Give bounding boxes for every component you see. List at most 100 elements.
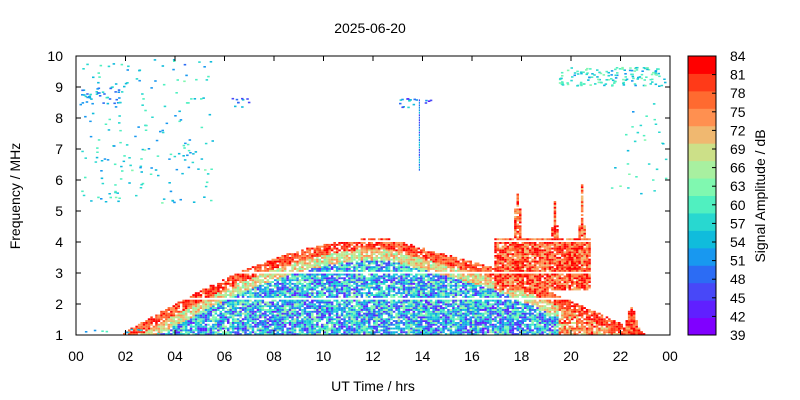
heatmap-cell — [397, 327, 401, 330]
heatmap-cell — [484, 275, 487, 278]
heatmap-cell — [429, 264, 433, 267]
heatmap-cell — [254, 279, 257, 282]
heatmap-cell — [457, 305, 460, 308]
heatmap-cell — [345, 247, 349, 250]
heatmap-cell — [345, 307, 349, 309]
heatmap-cell — [241, 294, 245, 296]
heatmap-cell — [266, 322, 270, 324]
heatmap-cell — [501, 288, 505, 291]
heatmap-cell — [400, 264, 403, 267]
heatmap-cell — [511, 281, 515, 283]
heatmap-cell — [276, 290, 279, 293]
heatmap-cell — [412, 292, 416, 295]
heatmap-cell — [499, 273, 502, 276]
heatmap-cell — [454, 310, 458, 313]
heatmap-cell — [184, 333, 188, 335]
heatmap-cell — [514, 284, 517, 287]
heatmap-cell — [377, 320, 381, 322]
heatmap-cell — [189, 322, 193, 324]
heatmap-cell — [514, 301, 517, 304]
heatmap-cell — [360, 255, 364, 257]
heatmap-cell — [377, 314, 381, 317]
heatmap-cell — [474, 323, 477, 326]
heatmap-cell — [382, 258, 386, 261]
heatmap-cell — [281, 277, 284, 280]
heatmap-cell — [303, 303, 307, 306]
heatmap-cell — [135, 331, 138, 334]
heatmap-cell — [338, 309, 341, 311]
heatmap-cell — [504, 307, 507, 309]
heatmap-cell — [429, 255, 433, 257]
heatmap-cell — [321, 275, 324, 278]
heatmap-cell — [496, 294, 500, 296]
heatmap-cell — [491, 325, 495, 328]
heatmap-cell — [457, 307, 460, 309]
heatmap-cell — [316, 266, 319, 269]
heatmap-cell — [276, 258, 279, 261]
heatmap-cell — [214, 294, 218, 296]
heatmap-cell — [308, 255, 312, 257]
heatmap-cell — [251, 284, 255, 287]
heatmap-cell — [316, 255, 319, 257]
heatmap-cell — [464, 303, 468, 306]
heatmap-cell — [278, 260, 282, 263]
heatmap-cell — [474, 284, 477, 287]
heatmap-cell — [298, 282, 302, 285]
heatmap-cell — [395, 325, 398, 328]
heatmap-cell — [407, 316, 411, 319]
heatmap-cell — [244, 292, 247, 295]
heatmap-cell — [422, 275, 425, 278]
heatmap-cell — [467, 288, 470, 291]
heatmap-cell — [506, 301, 510, 304]
heatmap-cell — [328, 281, 331, 283]
heatmap-cell — [365, 286, 369, 289]
heatmap-cell — [217, 327, 220, 330]
heatmap-cell — [432, 266, 435, 269]
heatmap-cell — [506, 247, 510, 250]
heatmap-cell — [506, 269, 510, 272]
heatmap-cell — [373, 275, 376, 278]
heatmap-cell — [377, 243, 381, 246]
heatmap-cell — [390, 314, 393, 317]
heatmap-cell — [387, 294, 391, 296]
heatmap-cell — [479, 279, 482, 282]
heatmap-cell — [360, 288, 364, 291]
heatmap-cell — [246, 301, 250, 304]
heatmap-cell — [415, 299, 418, 302]
heatmap-cell — [476, 303, 480, 306]
heatmap-cell — [283, 331, 287, 334]
heatmap-cell — [489, 305, 492, 308]
heatmap-cell — [407, 327, 411, 330]
heatmap-cell — [348, 299, 351, 302]
heatmap-cell — [499, 309, 502, 311]
heatmap-cell — [142, 331, 146, 334]
heatmap-cell — [380, 294, 383, 296]
heatmap-cell — [296, 279, 299, 282]
heatmap-cell — [437, 301, 440, 304]
heatmap-cell — [380, 310, 383, 313]
heatmap-cell — [239, 301, 242, 304]
heatmap-cell — [494, 266, 497, 269]
heatmap-cell — [269, 307, 272, 309]
heatmap-cell — [296, 275, 299, 278]
heatmap-cell — [194, 294, 198, 296]
heatmap-cell — [368, 301, 371, 304]
heatmap-cell — [259, 264, 262, 267]
heatmap-cell — [189, 331, 193, 334]
heatmap-cell — [236, 323, 240, 326]
heatmap-cell — [462, 260, 465, 263]
heatmap-cell — [380, 322, 383, 324]
heatmap-cell — [373, 299, 376, 302]
heatmap-cell — [283, 301, 287, 304]
heatmap-cell — [241, 318, 245, 321]
heatmap-cell — [306, 249, 309, 252]
heatmap-cell — [358, 264, 361, 267]
heatmap-cell — [204, 329, 208, 332]
heatmap-cell — [291, 294, 294, 296]
heatmap-cell — [246, 312, 250, 315]
heatmap-cell — [509, 288, 512, 291]
heatmap-cell — [212, 314, 215, 317]
heatmap-cell — [303, 260, 307, 263]
heatmap-cell — [499, 262, 502, 265]
heatmap-cell — [303, 275, 307, 278]
